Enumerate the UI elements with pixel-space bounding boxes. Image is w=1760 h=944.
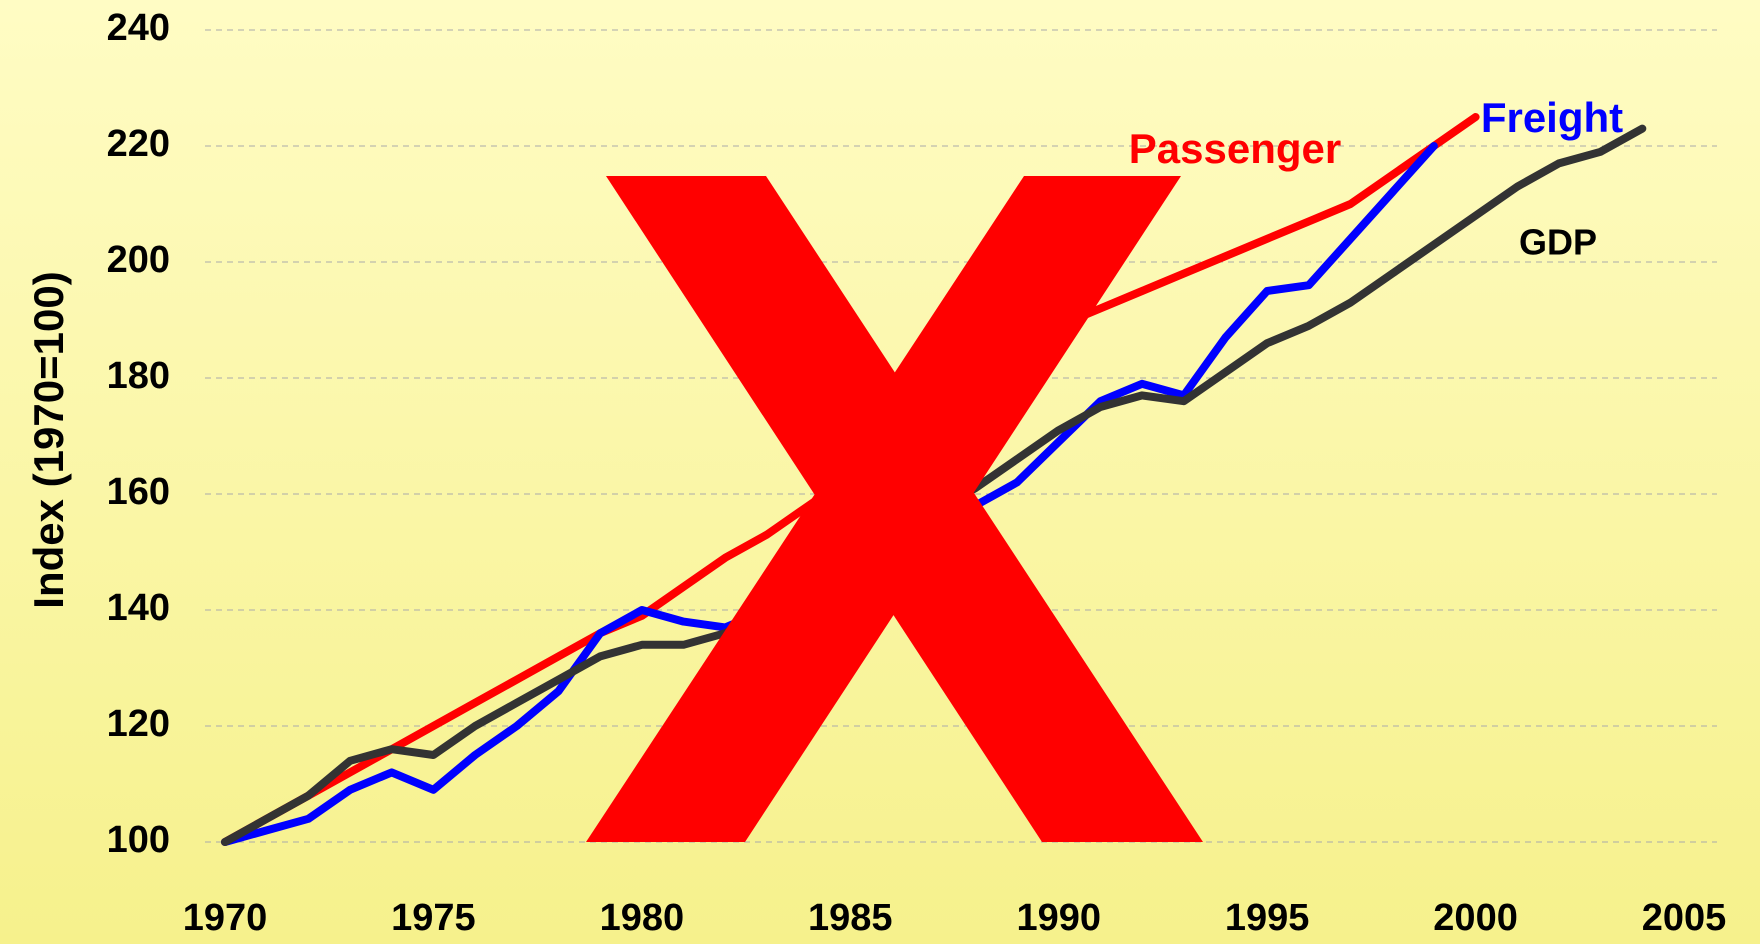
y-tick-label: 240	[107, 7, 170, 49]
x-tick-label: 1975	[391, 897, 476, 939]
y-tick-label: 220	[107, 123, 170, 165]
y-tick-label: 180	[107, 355, 170, 397]
y-axis-label: Index (1970=100)	[25, 271, 72, 608]
x-tick-label: 1980	[600, 897, 685, 939]
x-tick-label: 2000	[1433, 897, 1518, 939]
cross-out	[586, 176, 1203, 842]
x-tick-label: 1995	[1225, 897, 1310, 939]
y-tick-label: 100	[107, 819, 170, 861]
x-tick-label: 1970	[183, 897, 268, 939]
series-label: GDP	[1519, 222, 1597, 263]
y-tick-label: 140	[107, 587, 170, 629]
x-tick-label: 1985	[808, 897, 893, 939]
cross-stroke	[586, 176, 1181, 842]
y-tick-label: 160	[107, 471, 170, 513]
series-label: Freight	[1481, 94, 1623, 141]
x-tick-label: 2005	[1642, 897, 1727, 939]
x-tick-label: 1990	[1016, 897, 1101, 939]
y-tick-label: 120	[107, 703, 170, 745]
y-tick-label: 200	[107, 239, 170, 281]
series-label: Passenger	[1129, 125, 1341, 172]
